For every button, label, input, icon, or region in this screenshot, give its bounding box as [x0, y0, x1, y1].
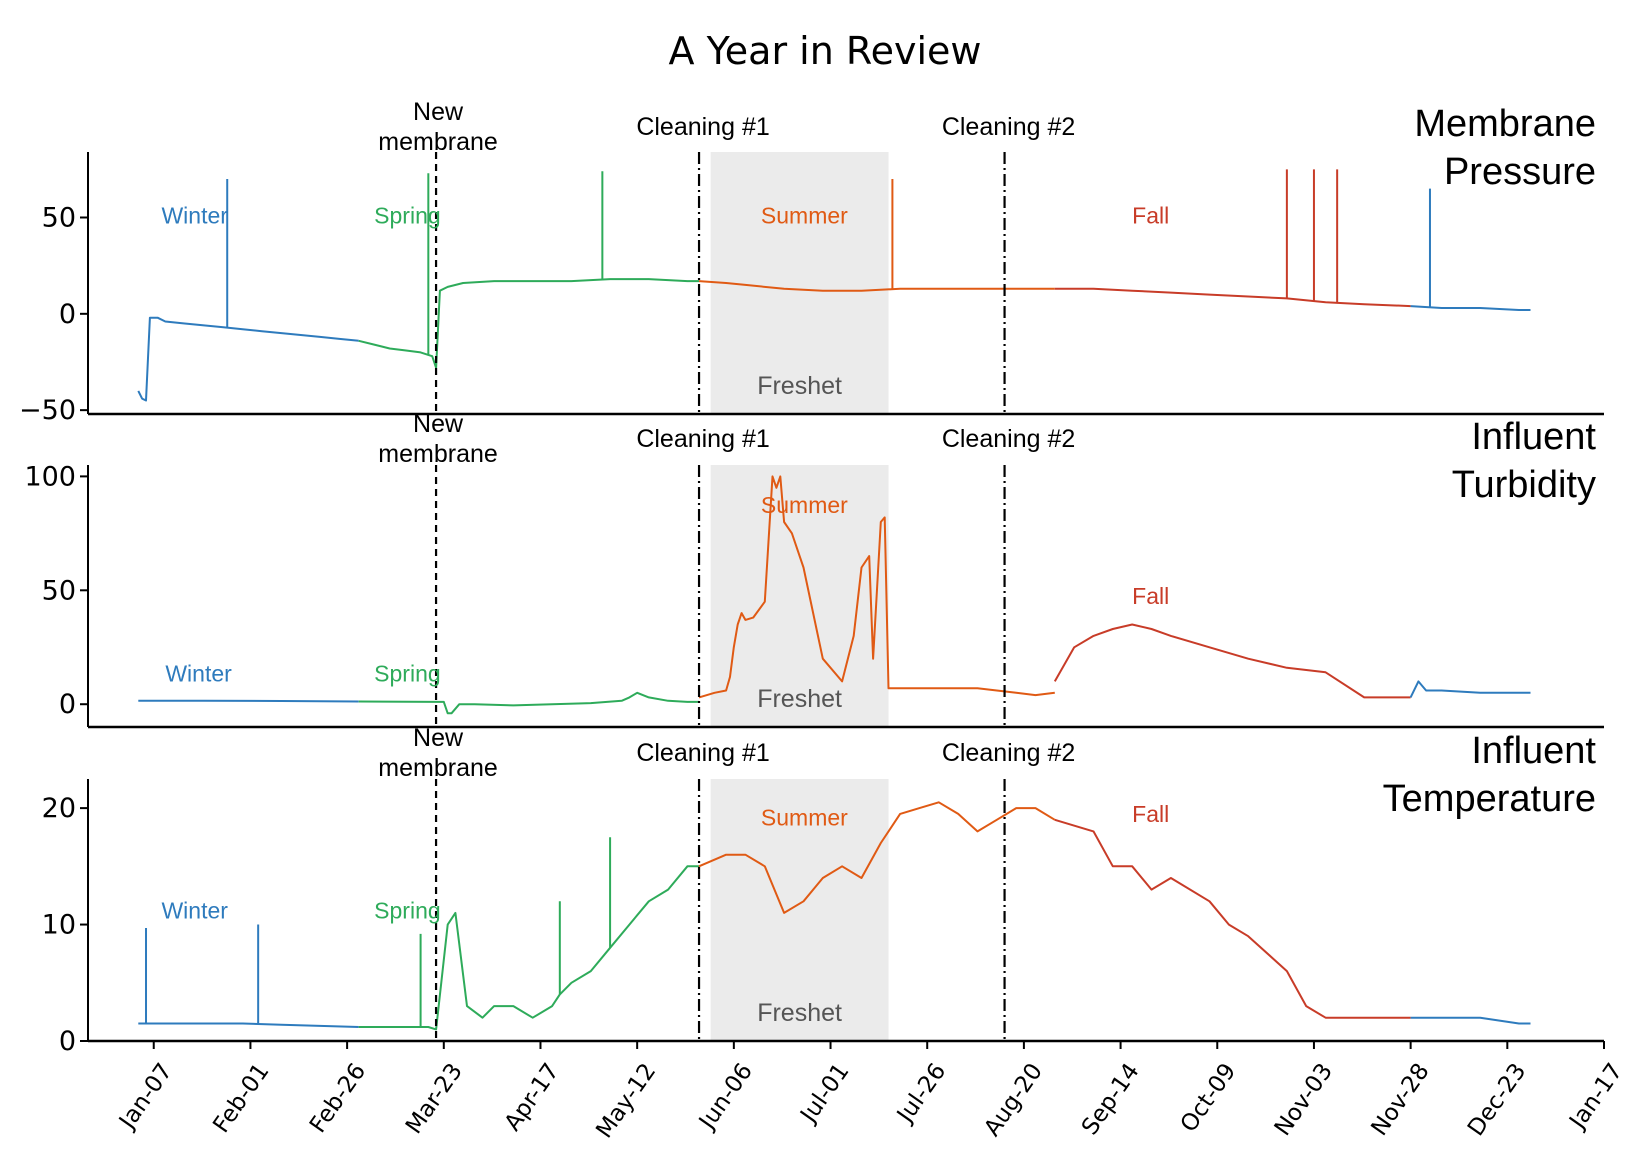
x-tick-label: Feb-01	[208, 1059, 274, 1138]
event-label: Cleaning #2	[942, 113, 1075, 141]
freshet-band	[710, 152, 889, 414]
x-tick-label: Dec-23	[1463, 1059, 1531, 1141]
panel-label: Influent	[1471, 730, 1596, 772]
x-tick-label: Oct-09	[1176, 1059, 1242, 1137]
series-line-winter	[1409, 680, 1531, 698]
x-tick-label: Jul-26	[891, 1059, 951, 1129]
panel-label: Influent	[1471, 416, 1596, 458]
series-line-winter	[1410, 305, 1531, 311]
series-line-spring	[358, 691, 699, 715]
y-tick-label: 0	[59, 689, 76, 720]
event-label: New	[413, 98, 464, 126]
x-tick-label: Jun-06	[693, 1059, 758, 1136]
series-line-winter	[137, 316, 359, 402]
season-label: Spring	[374, 202, 440, 228]
series-line-fall	[1053, 623, 1411, 699]
series-line-fall	[1054, 818, 1411, 1019]
series-line-spring	[358, 278, 699, 369]
season-label: Summer	[761, 492, 848, 518]
season-label: Winter	[161, 898, 228, 924]
event-label: Cleaning #2	[942, 425, 1075, 453]
event-label: Cleaning #1	[636, 113, 769, 141]
series-line-summer	[698, 280, 1055, 292]
panel-label: Membrane	[1414, 103, 1596, 145]
panel-label: Temperature	[1383, 778, 1596, 820]
event-label: Cleaning #2	[942, 739, 1075, 767]
series-line-winter	[138, 1022, 359, 1028]
x-tick-label: Nov-03	[1270, 1059, 1338, 1141]
series-line-spring	[358, 865, 699, 1031]
y-tick-label: 50	[42, 575, 76, 606]
x-tick-label: Mar-23	[401, 1059, 468, 1139]
event-label: New	[413, 410, 464, 438]
x-tick-label: Nov-28	[1366, 1059, 1434, 1141]
season-label: Spring	[374, 660, 440, 686]
event-label: membrane	[378, 754, 498, 782]
season-label: Fall	[1132, 583, 1169, 609]
freshet-label: Freshet	[757, 372, 842, 400]
y-tick-label: 20	[42, 793, 76, 824]
freshet-label: Freshet	[757, 999, 842, 1027]
event-label: membrane	[378, 440, 498, 468]
y-tick-label: 0	[59, 1026, 76, 1057]
x-tick-label: May-12	[591, 1059, 661, 1143]
event-label: New	[413, 724, 464, 752]
event-label: Cleaning #1	[636, 739, 769, 767]
panel-label: Pressure	[1444, 151, 1596, 193]
chart-title: A Year in Review	[669, 29, 982, 73]
x-tick-label: Jul-01	[795, 1059, 855, 1129]
series-line-summer	[698, 801, 1056, 914]
y-tick-label: 100	[24, 461, 76, 492]
season-label: Winter	[165, 660, 232, 686]
x-tick-label: Feb-26	[305, 1059, 371, 1138]
x-axis: Jan-07 Feb-01 Feb-26 Mar-23 Apr-17 May-12 Jun-…	[114, 1041, 1628, 1143]
x-tick-label: Sep-14	[1077, 1059, 1145, 1140]
y-tick-label: 10	[42, 910, 76, 941]
x-tick-label: Aug-20	[979, 1059, 1048, 1141]
y-tick-label: −50	[19, 395, 76, 426]
event-label: membrane	[378, 128, 498, 156]
season-label: Summer	[761, 805, 848, 831]
y-tick-label: 50	[42, 203, 76, 234]
season-label: Fall	[1132, 202, 1169, 228]
freshet-label: Freshet	[757, 685, 842, 713]
series-line-winter	[138, 699, 359, 703]
event-label: Cleaning #1	[636, 425, 769, 453]
season-label: Spring	[374, 898, 440, 924]
series-line-summer	[698, 475, 1055, 699]
x-tick-label: Jan-17	[1564, 1059, 1628, 1135]
panels: −50050MembranePressureNewmembraneCleanin…	[19, 98, 1604, 1057]
season-label: Summer	[761, 202, 848, 228]
series-line-winter	[1410, 1016, 1531, 1025]
season-label: Winter	[161, 202, 228, 228]
x-tick-label: Apr-17	[500, 1059, 565, 1136]
series-line-fall	[1054, 287, 1411, 308]
season-label: Fall	[1132, 801, 1169, 827]
panel-label: Turbidity	[1452, 464, 1596, 506]
y-tick-label: 0	[59, 299, 76, 330]
freshet-band	[710, 779, 889, 1041]
x-tick-label: Jan-07	[114, 1059, 178, 1135]
